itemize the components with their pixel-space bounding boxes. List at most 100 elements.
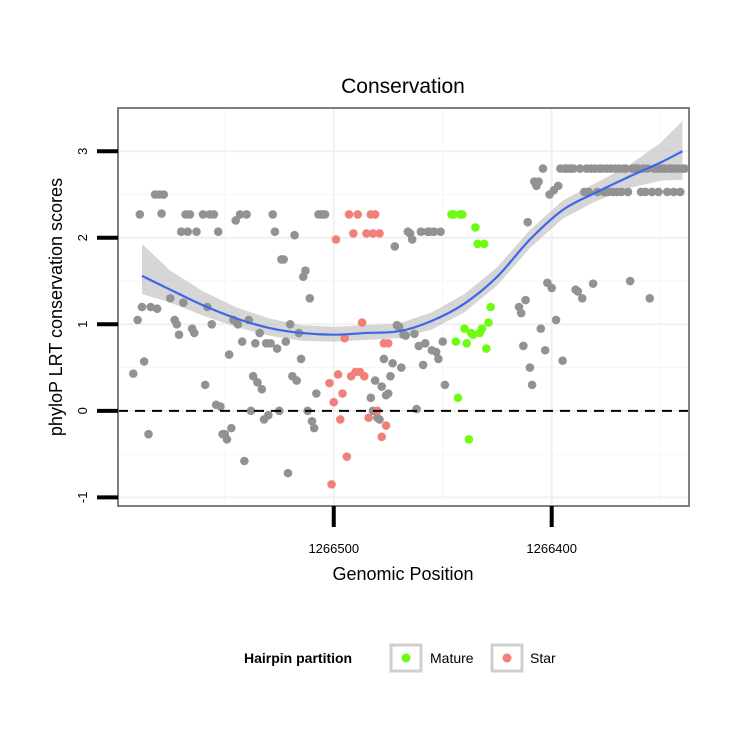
legend-label-mature: Mature: [430, 650, 474, 666]
data-point-other: [440, 380, 450, 390]
data-point-other: [222, 435, 232, 444]
data-point-other: [213, 227, 223, 237]
data-point-other: [128, 369, 138, 378]
data-point-other: [279, 255, 288, 264]
data-point-other: [144, 429, 153, 439]
data-point-other: [377, 382, 387, 391]
y-axis-title: phyloP LRT conservation scores: [46, 178, 66, 436]
data-point-other: [625, 276, 635, 286]
data-point-star: [377, 432, 387, 442]
data-point-other: [146, 302, 155, 312]
data-point-other: [192, 227, 201, 237]
data-point-other: [255, 328, 264, 338]
data-point-mature: [458, 210, 467, 219]
data-point-other: [176, 227, 186, 237]
chart-title: Conservation: [341, 75, 465, 98]
x-axis: 1266500 1266400: [308, 506, 577, 556]
data-point-other: [200, 380, 210, 390]
data-point-other: [420, 339, 430, 348]
data-point-mature: [449, 210, 458, 219]
data-point-other: [436, 227, 445, 237]
data-point-mature: [462, 339, 472, 348]
data-point-star: [329, 397, 339, 407]
data-point-mature: [477, 324, 487, 333]
data-point-other: [207, 320, 217, 329]
legend-title: Hairpin partition: [244, 650, 352, 666]
data-point-other: [285, 320, 295, 329]
data-point-other: [654, 187, 663, 197]
x-tick-label: 1266500: [308, 541, 359, 556]
data-point-other: [366, 393, 376, 403]
smooth-line: [141, 150, 683, 336]
data-point-star: [325, 378, 334, 388]
data-point-other: [414, 341, 424, 351]
data-point-other: [172, 320, 182, 329]
data-point-other: [558, 356, 567, 365]
data-point-other: [407, 235, 417, 244]
data-point-other: [521, 295, 530, 305]
data-point-other: [623, 187, 633, 197]
data-point-star: [344, 210, 354, 219]
data-point-other: [166, 294, 175, 303]
data-point-star: [353, 210, 363, 219]
data-point-other: [307, 416, 317, 426]
data-point-other: [320, 210, 330, 219]
data-point-star: [359, 371, 369, 381]
data-point-other: [283, 468, 293, 478]
data-point-other: [152, 304, 162, 314]
data-point-other: [383, 389, 393, 398]
data-point-other: [135, 210, 145, 219]
data-point-other: [370, 376, 380, 385]
data-point-other: [240, 456, 249, 466]
data-point-star: [368, 229, 378, 238]
data-point-other: [268, 210, 278, 219]
data-point-other: [290, 230, 299, 240]
data-point-other: [536, 324, 546, 333]
data-point-other: [227, 423, 236, 433]
data-point-mature: [484, 318, 493, 327]
data-point-other: [248, 371, 258, 381]
data-point-mature: [468, 330, 478, 339]
data-point-other: [434, 354, 443, 364]
data-point-other: [379, 354, 389, 364]
data-point-other: [617, 187, 626, 197]
data-point-mature: [482, 344, 491, 353]
data-point-other: [525, 363, 535, 372]
data-point-mature: [451, 337, 461, 346]
y-tick-label: 3: [75, 148, 90, 155]
data-point-other: [388, 358, 397, 368]
data-point-other: [675, 187, 685, 197]
data-point-other: [386, 371, 395, 381]
data-point-mature: [471, 223, 480, 232]
data-point-other: [159, 190, 169, 199]
data-point-other: [577, 294, 587, 303]
data-point-star: [333, 370, 343, 379]
data-point-other: [519, 341, 528, 351]
y-axis: -1 0 1 2 3: [75, 148, 118, 503]
data-points: [128, 164, 689, 489]
data-point-other: [412, 404, 421, 414]
legend: Hairpin partition Mature Star: [244, 643, 556, 673]
data-point-other: [198, 210, 208, 219]
data-point-other: [397, 363, 406, 372]
data-point-star: [375, 229, 384, 238]
data-point-other: [157, 209, 166, 218]
plot-panel-border: [117, 107, 690, 507]
data-point-mature: [486, 302, 495, 312]
data-point-other: [216, 402, 225, 411]
data-point-other: [680, 164, 689, 173]
data-point-star: [383, 339, 393, 348]
data-point-other: [309, 423, 319, 433]
data-point-star: [381, 421, 391, 430]
data-point-other: [394, 322, 404, 332]
smooth-curve: [141, 150, 683, 336]
data-point-other: [438, 337, 448, 346]
data-point-other: [645, 294, 655, 303]
data-point-other: [429, 227, 439, 237]
data-point-other: [410, 329, 419, 339]
y-tick-label: -1: [75, 492, 90, 504]
data-point-other: [418, 360, 428, 370]
data-point-other: [272, 344, 282, 353]
data-point-other: [133, 315, 142, 325]
